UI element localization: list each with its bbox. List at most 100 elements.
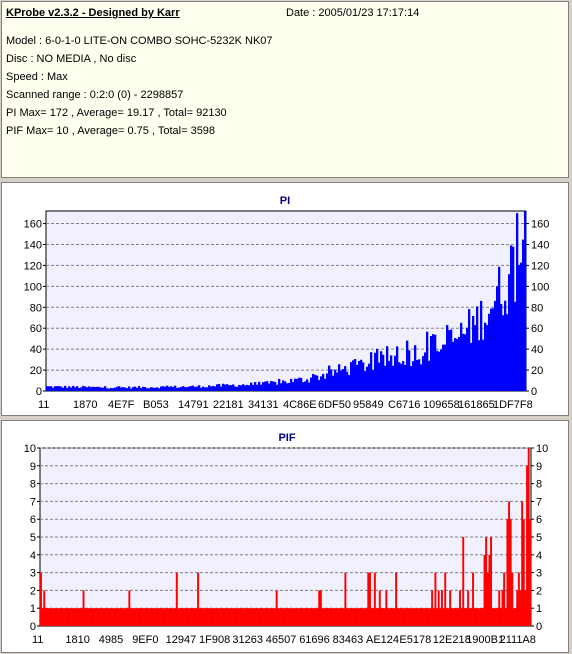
pi-bar xyxy=(482,339,485,391)
pi-bar xyxy=(78,387,81,391)
pi-bar xyxy=(236,386,239,391)
pif-bar xyxy=(511,572,514,626)
y-tick-label: 9 xyxy=(30,461,36,473)
pif-bar xyxy=(44,608,47,626)
pif-bar xyxy=(184,608,186,626)
pi-chart-title: PI xyxy=(280,195,290,207)
pif-bar xyxy=(493,608,496,626)
x-tick-label: 1900B1 xyxy=(466,634,504,646)
pif-bar xyxy=(305,608,308,626)
model-line: Model : 6-0-1-0 LITE-ON COMBO SOHC-5232K… xyxy=(6,35,273,47)
pif-bar xyxy=(332,608,335,626)
pi-bar xyxy=(356,364,359,391)
pif-bar xyxy=(144,608,147,626)
pif-bar xyxy=(102,608,105,626)
pi-bar xyxy=(404,364,407,391)
pi-bar xyxy=(90,387,93,391)
pif-bar xyxy=(342,608,345,626)
y-tick-label: 140 xyxy=(24,239,42,251)
pi-bar xyxy=(224,384,227,391)
pi-bar xyxy=(430,335,433,391)
pif-bar xyxy=(249,608,252,626)
pi-bar xyxy=(130,388,133,391)
pif-bar xyxy=(40,572,42,626)
pi-bar xyxy=(312,373,315,391)
pi-bar xyxy=(200,387,203,391)
pif-bar xyxy=(234,608,237,626)
pif-bar xyxy=(121,608,124,626)
pif-bar xyxy=(120,608,123,626)
y-tick-label: 80 xyxy=(30,302,42,314)
pif-bar xyxy=(198,608,201,626)
pif-chart-title: PIF xyxy=(278,432,295,444)
pif-bar xyxy=(486,572,489,626)
pif-bar xyxy=(440,590,443,626)
pif-summary-line: PIF Max= 10 , Average= 0.75 , Total= 359… xyxy=(6,125,216,137)
pi-bar xyxy=(54,386,57,391)
pif-bar xyxy=(272,608,275,626)
pif-bar xyxy=(287,608,290,626)
pi-bar xyxy=(458,336,461,391)
pi-bar xyxy=(340,370,343,391)
pi-bar xyxy=(308,382,311,391)
pif-bar xyxy=(130,608,132,626)
x-tick-label: 11 xyxy=(32,634,43,646)
pif-bar xyxy=(462,537,465,626)
y-tick-label: 100 xyxy=(24,281,42,293)
pif-bar xyxy=(419,608,422,626)
pif-bar xyxy=(82,590,85,626)
range-line: Scanned range : 0:2:0 (0) - 2298857 xyxy=(6,89,184,101)
pif-bar xyxy=(108,608,111,626)
pi-bar xyxy=(520,262,523,391)
y-tick-label: 20 xyxy=(30,365,42,377)
y-tick-label: 1 xyxy=(30,603,36,615)
x-tick-label: 46507 xyxy=(266,634,297,646)
pi-bar xyxy=(498,266,501,391)
x-tick-label: 31263 xyxy=(232,634,263,646)
pi-bar xyxy=(380,351,383,391)
pif-bar xyxy=(185,608,188,626)
pif-bar xyxy=(149,608,152,626)
pif-bar xyxy=(421,608,424,626)
y-tick-label: 160 xyxy=(24,219,42,231)
pi-bar xyxy=(332,375,335,391)
pif-bar xyxy=(247,608,250,626)
pif-bar xyxy=(444,572,447,626)
y-tick-label-right: 100 xyxy=(531,281,549,293)
pif-bar xyxy=(326,608,329,626)
pi-bar xyxy=(416,360,419,391)
x-tick-label: B053 xyxy=(143,399,169,411)
pif-bar xyxy=(406,608,409,626)
pif-bar xyxy=(350,608,353,626)
pif-bar xyxy=(211,608,214,626)
pi-bar xyxy=(124,387,127,391)
pif-bar xyxy=(64,608,67,626)
pif-bar xyxy=(123,608,126,626)
pi-bar xyxy=(388,360,391,391)
pi-bar xyxy=(176,387,179,391)
y-tick-label-right: 120 xyxy=(531,260,549,272)
pif-bar xyxy=(319,590,322,626)
pif-bar xyxy=(349,608,352,626)
pif-bar xyxy=(239,608,242,626)
pi-bar xyxy=(232,384,235,391)
pif-bar xyxy=(66,608,69,626)
pif-bar xyxy=(139,608,142,626)
pi-bar xyxy=(436,350,439,391)
pif-bar xyxy=(422,608,425,626)
pif-bar xyxy=(180,608,183,626)
pi-bar xyxy=(434,334,437,391)
pi-bar xyxy=(386,346,389,391)
pif-bar xyxy=(254,608,257,626)
pi-bar xyxy=(194,387,197,391)
pif-bar xyxy=(48,608,51,626)
pi-bar xyxy=(218,383,221,391)
pi-bar xyxy=(112,388,115,391)
pif-bar xyxy=(131,608,134,626)
pif-bar xyxy=(485,537,488,626)
pif-bar xyxy=(346,608,348,626)
pif-bar xyxy=(216,608,219,626)
pif-bar xyxy=(355,608,358,626)
pif-bar xyxy=(161,608,164,626)
pi-bar xyxy=(364,371,367,391)
